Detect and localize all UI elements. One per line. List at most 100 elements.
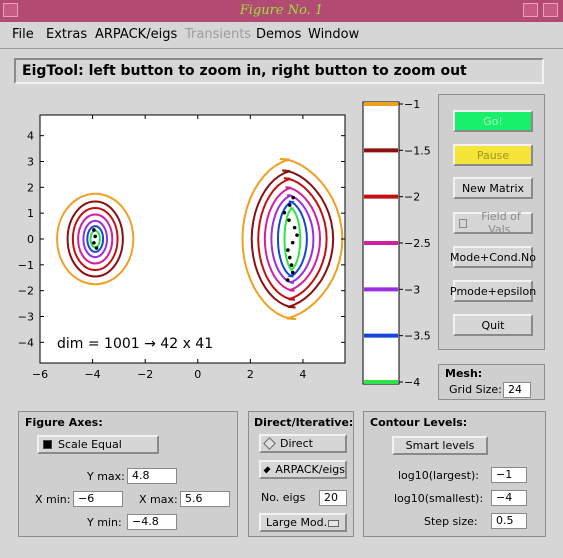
scale-equal-toggle[interactable]: Scale Equal (37, 435, 159, 454)
window-title: Figure No. 1 (239, 3, 324, 18)
menu-transients[interactable]: Transients (185, 27, 252, 42)
menu-demos[interactable]: Demos (256, 27, 302, 42)
xmax-field[interactable]: 5.6 (180, 491, 230, 507)
x-tick-label: −6 (32, 368, 48, 381)
figure-axes-title: Figure Axes: (25, 416, 103, 429)
colorbar-level-label: −2.5 (404, 237, 430, 250)
colorbar-level-label: −3.5 (404, 330, 430, 343)
checkbox-icon (459, 218, 468, 228)
dropdown-icon (328, 520, 339, 527)
menu-extras[interactable]: Extras (46, 27, 88, 42)
mesh-title: Mesh: (445, 367, 483, 380)
smallest-field[interactable]: −4 (491, 490, 527, 506)
quit-button[interactable]: Quit (453, 314, 533, 336)
eigenvalue-marker (286, 248, 290, 252)
controls-panel: Go! Pause New Matrix Field of Vals. Mode… (438, 94, 545, 350)
field-of-values-label: Field of Vals. (481, 210, 521, 236)
xmax-label: X max: (139, 493, 178, 506)
pause-button[interactable]: Pause (453, 144, 533, 166)
mode-cond-button[interactable]: Mode+Cond.No (450, 246, 536, 268)
y-tick-label: −3 (18, 311, 34, 324)
direct-iterative-title: Direct/Iterative: (254, 416, 354, 429)
grid-size-field[interactable]: 24 (503, 382, 531, 398)
minimize-icon[interactable] (523, 3, 538, 17)
title-bar[interactable]: Figure No. 1 (0, 0, 563, 22)
contour-levels-panel: Contour Levels: Smart levels log10(large… (363, 411, 546, 537)
colorbar: −1 −1.5 −2 −2.5 −3 −3.5 −4 (362, 98, 430, 388)
contour-right-level (270, 194, 315, 284)
y-tick-label: −4 (18, 336, 34, 349)
menu-window[interactable]: Window (308, 27, 360, 42)
eigenvalue-marker (287, 203, 292, 207)
eigenvalue-marker (93, 234, 98, 239)
radio-unselected-icon (263, 437, 276, 450)
eigenvalue-marker (295, 233, 299, 237)
new-matrix-button[interactable]: New Matrix (453, 177, 533, 199)
arpack-label: ARPACK/eigs (275, 463, 345, 476)
direct-iterative-panel: Direct/Iterative: Direct ARPACK/eigs No.… (248, 411, 354, 537)
ymax-label: Y max: (87, 470, 125, 483)
y-tick-label: 4 (27, 130, 34, 143)
eigenvalue-marker (287, 255, 292, 260)
menu-file[interactable]: File (12, 27, 34, 42)
eigenvalue-marker (94, 246, 99, 250)
contour-left-level (82, 219, 109, 259)
x-axis-ticks: −6 −4 −2 0 2 4 (32, 115, 306, 381)
window-menu-icon[interactable] (3, 3, 18, 17)
contour-right-level (250, 169, 335, 309)
figure-axes-panel: Figure Axes: Scale Equal Y max: 4.8 X mi… (18, 411, 238, 537)
no-eigs-label: No. eigs (261, 491, 306, 504)
menu-arpack[interactable]: ARPACK/eigs (95, 27, 178, 42)
contour-right-level (263, 186, 322, 292)
contour-right-level (257, 177, 328, 301)
ymin-label: Y min: (87, 516, 122, 529)
plot-area (39, 114, 346, 364)
no-eigs-field[interactable]: 20 (319, 490, 347, 506)
status-message: EigTool: left button to zoom in, right b… (22, 63, 467, 79)
status-message-bar: EigTool: left button to zoom in, right b… (14, 58, 544, 84)
ymax-field[interactable]: 4.8 (127, 468, 177, 484)
colorbar-level-label: −3 (404, 283, 420, 296)
contour-left-level (56, 192, 135, 286)
direct-radio[interactable]: Direct (259, 434, 347, 453)
pmode-epsilon-button[interactable]: Pmode+epsilon (450, 280, 536, 302)
eigs-which-dropdown[interactable]: Large Mod. (259, 513, 347, 532)
eigenvalue-markers (92, 195, 299, 282)
colorbar-levels: −1 −1.5 −2 −2.5 −3 −3.5 −4 (364, 98, 430, 388)
contour-left-level (77, 213, 114, 265)
xmin-field[interactable]: −6 (73, 491, 123, 507)
go-button[interactable]: Go! (453, 110, 533, 132)
contour-levels-title: Contour Levels: (370, 416, 468, 429)
y-tick-label: 3 (27, 156, 34, 169)
checkbox-checked-icon (43, 440, 52, 449)
largest-field[interactable]: −1 (491, 467, 527, 483)
x-tick-label: 4 (299, 368, 306, 381)
eigenvalue-marker (92, 241, 96, 245)
eigenvalue-marker (289, 263, 294, 267)
xmin-label: X min: (35, 493, 71, 506)
colorbar-level-label: −1.5 (404, 144, 430, 157)
y-axis-ticks: 4 3 2 1 0 −1 −2 −3 −4 (18, 130, 345, 349)
pseudospectra-plot[interactable]: −6 −4 −2 0 2 4 4 3 2 1 0 −1 −2 −3 −4 dim = 1001 → 42 … (0, 95, 360, 390)
direct-label: Direct (280, 437, 313, 450)
step-size-label: Step size: (424, 515, 478, 528)
eigenvalue-marker (92, 228, 96, 232)
eigenvalue-marker (282, 210, 287, 215)
eigenvalue-marker (285, 278, 290, 282)
eigenvalue-marker (287, 218, 291, 222)
largest-label: log10(largest): (398, 469, 479, 482)
field-of-values-toggle[interactable]: Field of Vals. (453, 210, 533, 236)
y-tick-label: 1 (27, 207, 34, 220)
maximize-icon[interactable] (543, 3, 558, 17)
x-tick-label: 2 (247, 368, 254, 381)
eigenvalue-marker (290, 270, 295, 275)
arpack-radio[interactable]: ARPACK/eigs (259, 460, 347, 479)
y-tick-label: 2 (27, 181, 34, 194)
dim-annotation: dim = 1001 → 42 x 41 (57, 336, 213, 352)
step-size-field[interactable]: 0.5 (491, 513, 527, 529)
y-tick-label: −2 (18, 285, 34, 298)
smart-levels-button[interactable]: Smart levels (392, 436, 488, 455)
ymin-field[interactable]: −4.8 (127, 514, 177, 530)
eigenvalue-marker (290, 240, 295, 245)
contour-left-level (66, 200, 124, 278)
